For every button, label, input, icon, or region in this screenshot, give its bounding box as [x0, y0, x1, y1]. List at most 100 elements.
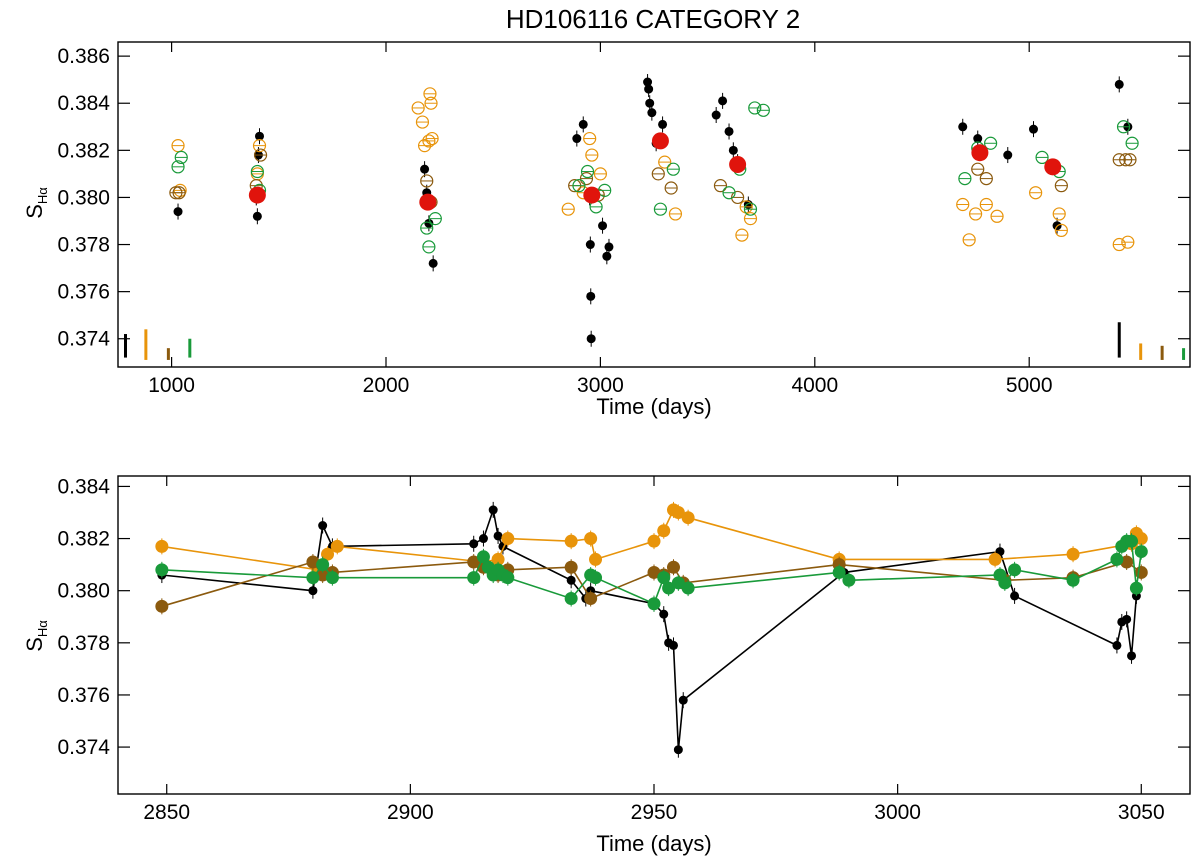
bottom-y-tick-label: 0.378 — [57, 632, 110, 655]
data-point-brown — [172, 186, 186, 200]
data-point-green — [671, 576, 685, 590]
bottom-y-tick-label: 0.380 — [57, 580, 110, 603]
data-point-green — [748, 101, 762, 115]
data-point-orange — [491, 552, 505, 566]
data-point-black — [644, 84, 654, 94]
data-point-brown — [651, 167, 665, 181]
bottom-y-label-main: S — [22, 637, 47, 652]
data-point-green — [467, 571, 481, 585]
data-point-orange — [988, 552, 1002, 566]
data-point-green — [564, 592, 578, 606]
chart-title: HD106116 CATEGORY 2 — [506, 4, 800, 34]
bottom-ticks: 2850 2900 2950 3000 3050 0.374 0.376 0.378 0.380… — [57, 475, 1190, 824]
data-point-seasonal-mean — [1044, 158, 1062, 176]
data-point-orange — [743, 212, 758, 226]
data-point-green — [325, 571, 339, 585]
top-y-tick-label: 0.376 — [57, 281, 110, 304]
data-point-green — [589, 571, 603, 585]
data-point-seasonal-mean — [651, 132, 669, 150]
data-point-green — [476, 550, 490, 564]
data-point-brown — [647, 565, 661, 579]
data-point-brown — [731, 190, 745, 205]
data-point-orange — [671, 505, 685, 519]
data-point-green — [653, 202, 668, 216]
data-point-orange — [668, 207, 683, 221]
top-y-tick-label: 0.374 — [57, 328, 110, 351]
data-point-black — [1122, 614, 1132, 624]
top-y-tick-label: 0.378 — [57, 234, 110, 257]
data-point-brown — [467, 555, 481, 569]
data-point-green — [420, 221, 434, 235]
data-point-black — [647, 108, 657, 118]
svg-text:SHα: SHα — [22, 620, 50, 652]
data-point-brown — [306, 555, 320, 569]
data-point-green — [1066, 573, 1080, 587]
data-point-brown — [579, 171, 594, 186]
data-point-orange — [155, 539, 169, 553]
top-plot-frame — [117, 41, 1191, 368]
data-point-brown — [666, 560, 680, 574]
data-point-orange — [589, 552, 603, 566]
data-point-black — [585, 240, 595, 250]
data-point-orange — [735, 228, 749, 242]
data-point-orange — [1112, 237, 1126, 252]
data-point-green — [958, 171, 972, 186]
data-point-black — [173, 207, 183, 217]
bottom-y-tick-label: 0.376 — [57, 684, 110, 707]
data-point-black — [604, 242, 614, 252]
data-point-brown — [253, 148, 268, 162]
data-point-green — [428, 212, 442, 226]
data-point-green — [998, 576, 1012, 590]
data-point-orange — [1066, 547, 1080, 561]
data-point-green — [1125, 136, 1139, 150]
data-point-orange — [501, 532, 515, 546]
top-y-label-main: S — [22, 204, 47, 219]
data-point-green — [1035, 150, 1049, 164]
data-point-black — [643, 77, 653, 87]
data-point-black — [493, 531, 503, 541]
top-x-tick-label: 5000 — [1006, 374, 1053, 397]
data-point-black — [673, 745, 683, 755]
data-point-black — [308, 586, 318, 596]
data-point-orange — [424, 96, 438, 110]
data-point-black — [598, 221, 608, 231]
bottom-marks — [155, 501, 1148, 758]
bottom-panel: 2850 2900 2950 3000 3050 0.374 0.376 0.378 0.380… — [22, 475, 1191, 856]
data-point-green — [662, 581, 676, 595]
data-point-orange — [681, 511, 695, 525]
data-point-seasonal-mean — [971, 144, 989, 162]
data-point-orange — [979, 197, 993, 212]
data-point-black — [586, 291, 596, 301]
data-point-brown — [979, 171, 993, 186]
data-point-brown — [316, 568, 330, 582]
data-point-green — [657, 571, 671, 585]
bottom-plot-frame — [117, 475, 1191, 795]
data-point-orange — [658, 155, 672, 169]
bottom-x-axis-label: Time (days) — [596, 831, 711, 856]
top-y-tick-label: 0.380 — [57, 186, 110, 209]
data-point-orange — [583, 131, 597, 146]
data-point-seasonal-mean — [248, 186, 266, 204]
data-point-black — [420, 164, 430, 174]
top-ticks: 1000 2000 3000 4000 5000 0.374 0.376 0.378 0.380… — [57, 42, 1190, 397]
data-point-orange — [330, 539, 344, 553]
data-point-green — [174, 150, 188, 164]
bottom-x-tick-label: 3000 — [874, 801, 921, 824]
data-point-black — [566, 575, 576, 585]
top-y-tick-label: 0.386 — [57, 45, 110, 68]
data-point-orange — [1029, 186, 1043, 200]
data-point-black — [578, 119, 588, 129]
data-point-green — [422, 240, 436, 254]
data-point-seasonal-mean — [583, 186, 601, 204]
bottom-x-tick-label: 2950 — [631, 801, 678, 824]
top-panel: HD106116 CATEGORY 2 1000 2000 3000 4000 5000… — [22, 4, 1191, 419]
top-y-axis-label: SHα — [22, 187, 50, 219]
data-point-orange — [585, 148, 599, 162]
data-point-black — [488, 505, 498, 515]
data-point-orange — [956, 197, 970, 212]
bottom-y-tick-label: 0.374 — [57, 736, 110, 759]
data-point-green — [743, 202, 758, 216]
data-point-black — [659, 609, 669, 619]
data-point-brown — [1054, 179, 1068, 193]
